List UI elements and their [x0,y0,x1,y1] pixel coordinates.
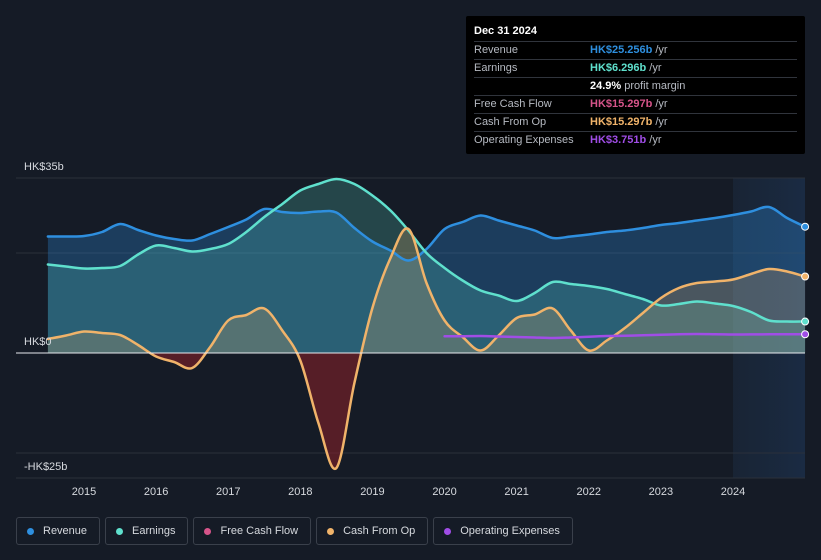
area-cash-from-op-positive [47,228,806,353]
legend-dot-cash-from-op-icon [327,527,335,535]
endpoint-cash-from-op [801,272,810,281]
endpoint-earnings [801,317,810,326]
area-earnings-positive [47,179,806,353]
tooltip-value-free-cash-flow: HK$15.297b [590,98,653,110]
legend-dot-operating-expenses-icon [444,527,452,535]
tooltip-value-cash-from-op: HK$15.297b [590,116,653,128]
tooltip-unit-cash-from-op: /yr [655,116,668,128]
tooltip-row-free-cash-flow: Free Cash Flow HK$15.297b /yr [474,96,797,114]
legend-dot-free-cash-flow-icon [204,527,212,535]
y-tick-label-1: HK$0 [24,336,52,348]
x-tick-label-2023: 2023 [649,486,673,498]
tooltip-label-revenue: Revenue [474,44,519,56]
x-tick-label-2022: 2022 [577,486,601,498]
tooltip-row-earnings: Earnings HK$6.296b /yr [474,60,797,78]
line-cash-from-op [46,227,807,470]
legend-item-operating-expenses[interactable]: Operating Expenses [433,517,573,545]
y-tick-label-2: -HK$25b [24,461,67,473]
legend-item-revenue[interactable]: Revenue [16,517,101,545]
chart-legend: Revenue Earnings Free Cash Flow Cash Fro… [16,517,578,545]
line-earnings [46,177,807,323]
x-tick-label-2024: 2024 [721,486,745,498]
tooltip-row-operating-expenses: Operating Expenses HK$3.751b /yr [474,132,797,149]
line-revenue [46,205,807,262]
tooltip-value-profit-margin: 24.9% [590,80,622,92]
endpoint-operating-expenses [801,330,810,339]
legend-item-cash-from-op[interactable]: Cash From Op [316,517,429,545]
data-tooltip: Dec 31 2024 Revenue HK$25.256b /yr Earni… [466,16,805,154]
legend-label-operating-expenses: Operating Expenses [460,525,560,537]
x-tick-label-2018: 2018 [288,486,312,498]
tooltip-label-free-cash-flow: Free Cash Flow [474,98,552,110]
legend-dot-earnings-icon [116,527,124,535]
x-tick-label-2020: 2020 [432,486,456,498]
tooltip-label-profit-margin [474,78,590,95]
endpoint-revenue [801,222,810,231]
tooltip-row-profit-margin: 24.9% profit margin [474,78,797,96]
legend-item-earnings[interactable]: Earnings [105,517,189,545]
tooltip-unit-revenue: /yr [655,44,668,56]
x-tick-label-2017: 2017 [216,486,240,498]
legend-label-cash-from-op: Cash From Op [343,525,416,537]
tooltip-date: Dec 31 2024 [474,24,797,42]
tooltip-label-operating-expenses: Operating Expenses [474,134,574,146]
tooltip-unit-free-cash-flow: /yr [655,98,668,110]
legend-label-earnings: Earnings [132,525,176,537]
tooltip-unit-earnings: /yr [649,62,662,74]
tooltip-row-cash-from-op: Cash From Op HK$15.297b /yr [474,114,797,132]
legend-label-revenue: Revenue [43,525,88,537]
tooltip-value-operating-expenses: HK$3.751b [590,134,647,146]
line-operating-expenses [443,332,807,340]
tooltip-value-revenue: HK$25.256b [590,44,653,56]
x-tick-label-2021: 2021 [504,486,528,498]
tooltip-row-revenue: Revenue HK$25.256b /yr [474,42,797,60]
tooltip-unit-profit-margin: profit margin [624,80,686,92]
x-tick-label-2016: 2016 [144,486,168,498]
y-tick-label-0: HK$35b [24,161,64,173]
highlight-region [733,178,805,478]
legend-dot-revenue-icon [27,527,34,535]
tooltip-value-earnings: HK$6.296b [590,62,647,74]
tooltip-unit-operating-expenses: /yr [649,134,662,146]
x-tick-label-2019: 2019 [360,486,384,498]
tooltip-label-cash-from-op: Cash From Op [474,116,547,128]
tooltip-label-earnings: Earnings [474,62,518,74]
x-tick-label-2015: 2015 [72,486,96,498]
legend-label-free-cash-flow: Free Cash Flow [220,525,299,537]
legend-item-free-cash-flow[interactable]: Free Cash Flow [193,517,312,545]
